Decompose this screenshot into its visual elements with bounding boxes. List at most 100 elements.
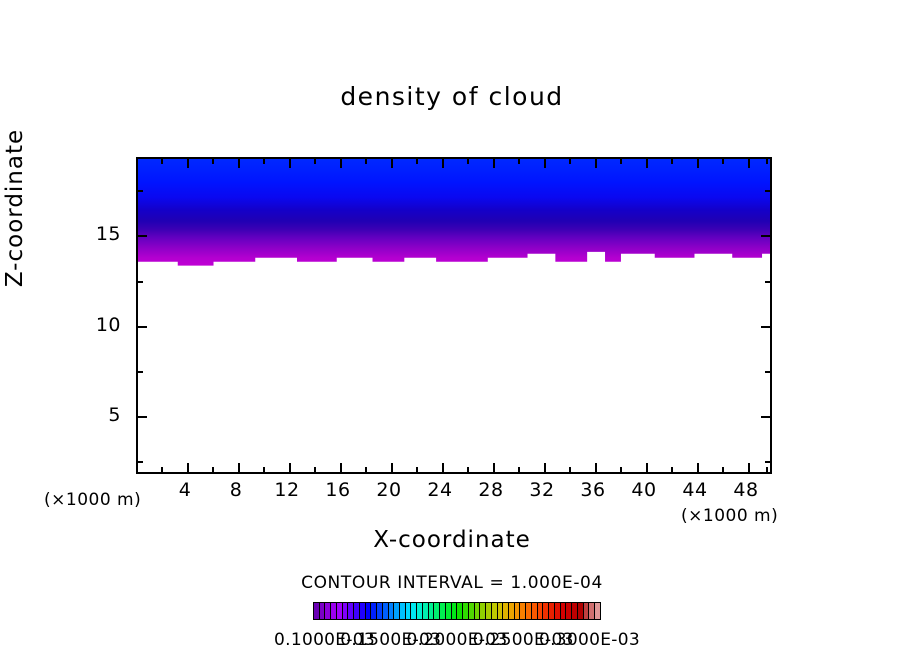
y-tick-minor-right-7-5 — [765, 371, 770, 373]
colorbar-segment — [405, 603, 412, 619]
x-tick-label-28: 28 — [478, 479, 504, 501]
colorbar-segment — [382, 603, 389, 619]
colorbar-segment — [440, 603, 446, 619]
colorbar-segment — [514, 603, 521, 619]
y-tick-left-5 — [138, 416, 147, 418]
y-tick-right-10 — [761, 326, 770, 328]
colorbar-segment — [359, 603, 366, 619]
colorbar-segment — [445, 603, 452, 619]
x-tick-label-48: 48 — [733, 479, 759, 501]
x-tick-bottom-8 — [238, 463, 240, 472]
x-tick-minor-top-10 — [263, 159, 265, 164]
y-tick-minor-left-12-5 — [138, 281, 143, 283]
x-tick-top-40 — [646, 159, 648, 168]
x-tick-minor-bottom-50 — [766, 467, 768, 472]
y-tick-right-5 — [761, 416, 770, 418]
x-tick-top-36 — [595, 159, 597, 168]
x-tick-minor-top-2 — [161, 159, 163, 164]
x-tick-minor-top-46 — [722, 159, 724, 164]
x-tick-label-4: 4 — [178, 479, 192, 501]
x-tick-minor-top-34 — [569, 159, 571, 164]
chart-title: density of cloud — [340, 82, 564, 111]
colorbar-segment — [377, 603, 383, 619]
colorbar-segment — [520, 603, 527, 619]
colorbar-segment — [491, 603, 498, 619]
colorbar-segment — [394, 603, 401, 619]
colorbar-tick-label: 0.1000E-03 — [274, 630, 376, 650]
colorbar-segment — [594, 603, 600, 619]
x-tick-bottom-12 — [289, 463, 291, 472]
x-tick-minor-top-6 — [212, 159, 214, 164]
colorbar-segment — [566, 603, 573, 619]
colorbar-segment — [583, 603, 590, 619]
x-axis-title: X-coordinate — [373, 527, 531, 553]
x-tick-minor-top-30 — [518, 159, 520, 164]
y-tick-right-15 — [761, 235, 770, 237]
x-tick-label-20: 20 — [376, 479, 402, 501]
y-tick-left-15 — [138, 235, 147, 237]
colorbar-segment — [531, 603, 538, 619]
cloud-density-field — [138, 159, 770, 472]
colorbar-segment — [577, 603, 584, 619]
x-tick-bottom-28 — [493, 463, 495, 472]
x-tick-minor-top-42 — [671, 159, 673, 164]
colorbar-segment — [497, 603, 504, 619]
colorbar-segment — [371, 603, 378, 619]
x-tick-minor-top-18 — [365, 159, 367, 164]
colorbar-segment — [417, 603, 423, 619]
colorbar-segment — [428, 603, 435, 619]
x-tick-label-8: 8 — [229, 479, 243, 501]
colorbar-tick-labels: 0.1000E-03 0.1500E-03 0.2000E-03 0.2500E-03… — [0, 630, 904, 652]
x-tick-top-44 — [697, 159, 699, 168]
x-tick-bottom-24 — [442, 463, 444, 472]
x-tick-bottom-4 — [187, 463, 189, 472]
x-tick-top-8 — [238, 159, 240, 168]
x-tick-minor-bottom-10 — [263, 467, 265, 472]
x-tick-top-16 — [340, 159, 342, 168]
cloud-density-region — [138, 159, 770, 266]
colorbar-tick-label: 0.2000E-03 — [406, 630, 508, 650]
colorbar-segment — [549, 603, 555, 619]
x-tick-label-32: 32 — [529, 479, 555, 501]
colorbar-segment — [348, 603, 355, 619]
y-tick-minor-right-17-5 — [765, 190, 770, 192]
colorbar-segment — [486, 603, 492, 619]
colorbar-segment — [589, 603, 595, 619]
x-tick-minor-bottom-46 — [722, 467, 724, 472]
colorbar-segment — [451, 603, 458, 619]
y-tick-minor-left-7-5 — [138, 371, 143, 373]
x-tick-label-44: 44 — [682, 479, 708, 501]
colorbar-segment — [354, 603, 360, 619]
x-tick-top-28 — [493, 159, 495, 168]
colorbar-segment — [319, 603, 326, 619]
colorbar-segment — [526, 603, 532, 619]
x-tick-label-36: 36 — [580, 479, 606, 501]
x-tick-top-12 — [289, 159, 291, 168]
x-tick-bottom-40 — [646, 463, 648, 472]
x-tick-top-32 — [544, 159, 546, 168]
x-tick-label-40: 40 — [631, 479, 657, 501]
x-tick-minor-bottom-22 — [416, 467, 418, 472]
y-tick-label-10: 10 — [95, 314, 121, 336]
contour-interval-label: CONTOUR INTERVAL = 1.000E-04 — [301, 573, 603, 593]
x-tick-bottom-48 — [748, 463, 750, 472]
y-axis-units-label: (×1000 m) — [44, 490, 142, 510]
x-tick-top-24 — [442, 159, 444, 168]
y-tick-minor-left-2-5 — [138, 461, 143, 463]
x-tick-minor-bottom-2 — [161, 467, 163, 472]
x-tick-label-12: 12 — [274, 479, 300, 501]
x-tick-bottom-44 — [697, 463, 699, 472]
y-axis-title: Z-coordinate — [2, 128, 28, 288]
x-tick-top-4 — [187, 159, 189, 168]
x-tick-top-48 — [748, 159, 750, 168]
y-tick-label-15: 15 — [95, 223, 121, 245]
x-tick-bottom-36 — [595, 463, 597, 472]
y-tick-minor-left-17-5 — [138, 190, 143, 192]
x-tick-minor-top-50 — [766, 159, 768, 164]
colorbar-segment — [503, 603, 509, 619]
x-tick-minor-bottom-42 — [671, 467, 673, 472]
x-tick-label-16: 16 — [325, 479, 351, 501]
colorbar-segment — [463, 603, 469, 619]
colorbar-segment — [365, 603, 372, 619]
x-tick-bottom-16 — [340, 463, 342, 472]
